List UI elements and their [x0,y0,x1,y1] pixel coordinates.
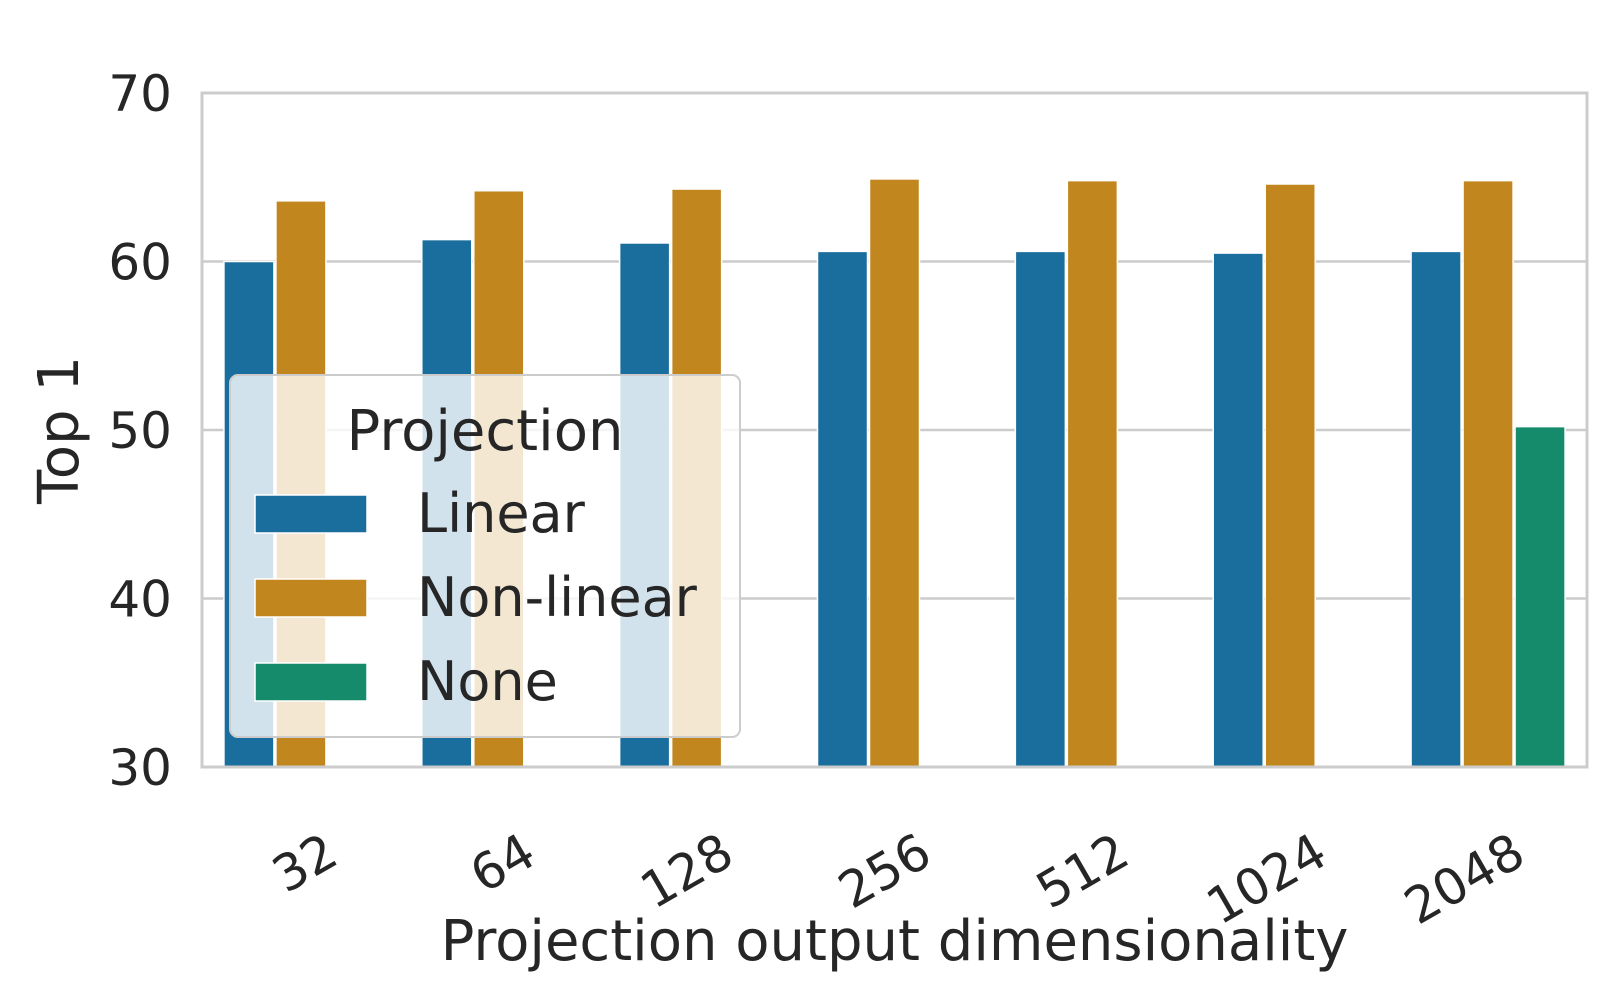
bar-non-linear-256 [868,178,921,768]
plot-frame [200,91,1589,769]
bar-non-linear-512 [1066,179,1119,768]
bar-none-2048 [1514,425,1566,768]
y-tick-label: 50 [108,402,172,460]
y-tick-label: 30 [108,739,172,797]
bar-linear-1024 [1212,252,1264,768]
bar-linear-512 [1014,250,1067,768]
x-axis-label: Projection output dimensionality [441,909,1349,974]
legend-swatch [254,494,368,534]
legend-label: None [417,650,558,713]
y-tick-label: 60 [108,234,172,292]
legend-label: Linear [417,482,586,545]
bar-linear-256 [816,250,869,768]
legend-title: Projection [347,399,624,464]
bar-linear-2048 [1410,250,1462,768]
y-tick-label: 70 [108,65,172,123]
y-axis-label: Top 1 [27,356,92,505]
legend-label: Non-linear [417,566,698,629]
bar-non-linear-2048 [1462,179,1514,768]
legend: Projection Linear Non-linear None [229,374,741,738]
y-tick-labels: 30 40 50 60 70 [108,65,172,797]
y-tick-label: 40 [108,571,172,629]
legend-box [229,374,741,738]
legend-swatch [254,662,368,702]
legend-swatch [254,578,368,618]
bar-non-linear-1024 [1264,183,1316,768]
